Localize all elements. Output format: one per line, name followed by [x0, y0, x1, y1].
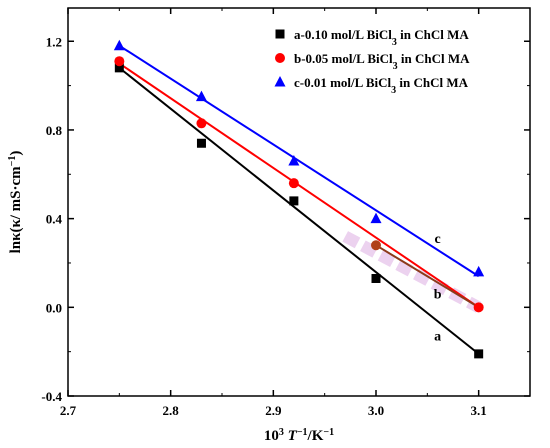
- y-tick-label: 0.8: [46, 123, 63, 138]
- y-tick-label: 0.0: [46, 300, 62, 315]
- y-tick-label: -0.4: [41, 389, 62, 404]
- text-part: c-0.01 mol/L BiCl: [294, 75, 392, 90]
- fit-line-a: [118, 67, 480, 355]
- legend: a-0.10 mol/L BiCl3 in ChCl MAb-0.05 mol/…: [274, 27, 470, 96]
- text-part: 3: [391, 85, 396, 96]
- legend-marker-a: [275, 29, 285, 39]
- text-part: b-0.05 mol/L BiCl: [294, 51, 393, 66]
- data-point: [114, 63, 124, 73]
- text-part: −1: [323, 427, 334, 438]
- fit-lines: [118, 44, 480, 355]
- text-part: −1: [297, 427, 308, 438]
- data-point: [113, 39, 125, 51]
- data-point: [196, 118, 207, 129]
- x-tick-label: 2.8: [163, 403, 180, 418]
- text-part: T: [288, 428, 298, 444]
- text-part: ): [8, 151, 24, 156]
- legend-marker-b: [275, 53, 285, 63]
- data-point: [288, 178, 299, 189]
- data-point: [288, 154, 300, 166]
- text-part: in ChCl MA: [396, 75, 468, 90]
- data-point: [473, 302, 484, 313]
- line-labels: a b c: [434, 232, 442, 345]
- x-tick-label: 2.7: [60, 403, 77, 418]
- text-part: in ChCl MA: [398, 51, 470, 66]
- x-tick-label: 3.1: [471, 403, 487, 418]
- text-part: /K: [307, 428, 324, 444]
- text-part: 10: [264, 428, 279, 444]
- text-part: −1: [7, 156, 18, 167]
- fit-line-b: [118, 62, 480, 309]
- text-part: in ChCl MA: [397, 27, 469, 42]
- legend-label-b: b-0.05 mol/L BiCl3 in ChCl MA: [294, 51, 470, 72]
- legend-marker-c: [274, 76, 286, 87]
- text-part: a-0.10 mol/L BiCl: [294, 27, 392, 42]
- data-point: [289, 196, 299, 206]
- y-tick-label: 0.4: [46, 212, 63, 227]
- plot-area: [342, 231, 482, 313]
- data-point: [474, 349, 484, 359]
- legend-label-c: c-0.01 mol/L BiCl3 in ChCl MA: [294, 75, 469, 96]
- markers: [113, 39, 485, 359]
- line-label-b: b: [434, 287, 442, 302]
- data-point: [114, 56, 125, 67]
- text-part: lnκ(κ/ mS·cm: [8, 166, 24, 254]
- line-label-c: c: [434, 232, 440, 247]
- line-label-a: a: [434, 330, 441, 345]
- data-point: [473, 265, 485, 277]
- fit-line-c: [118, 44, 480, 278]
- x-tick-label: 3.0: [368, 403, 384, 418]
- x-axis-title: 103 T−1/K−1: [264, 427, 334, 445]
- data-point: [371, 273, 381, 283]
- data-point: [371, 240, 381, 251]
- text-part: 3: [393, 61, 398, 72]
- plot-frame: [67, 7, 531, 397]
- text-part: 3: [279, 427, 284, 438]
- x-tick-label: 2.9: [265, 403, 282, 418]
- text-part: 3: [392, 37, 397, 48]
- y-axis-title: lnκ(κ/ mS·cm−1): [7, 151, 25, 254]
- y-tick-label: 1.2: [46, 34, 62, 49]
- data-point: [195, 90, 207, 102]
- data-point: [196, 138, 206, 148]
- highlight-strip: [342, 231, 482, 313]
- data-point: [370, 212, 382, 224]
- legend-label-a: a-0.10 mol/L BiCl3 in ChCl MA: [294, 27, 469, 48]
- axes: 2.7 2.8 2.9 3.0 3.1 -0.4 0.0 0.4 0.8 1.2: [41, 7, 531, 418]
- fit-line-b-segment: [375, 244, 480, 309]
